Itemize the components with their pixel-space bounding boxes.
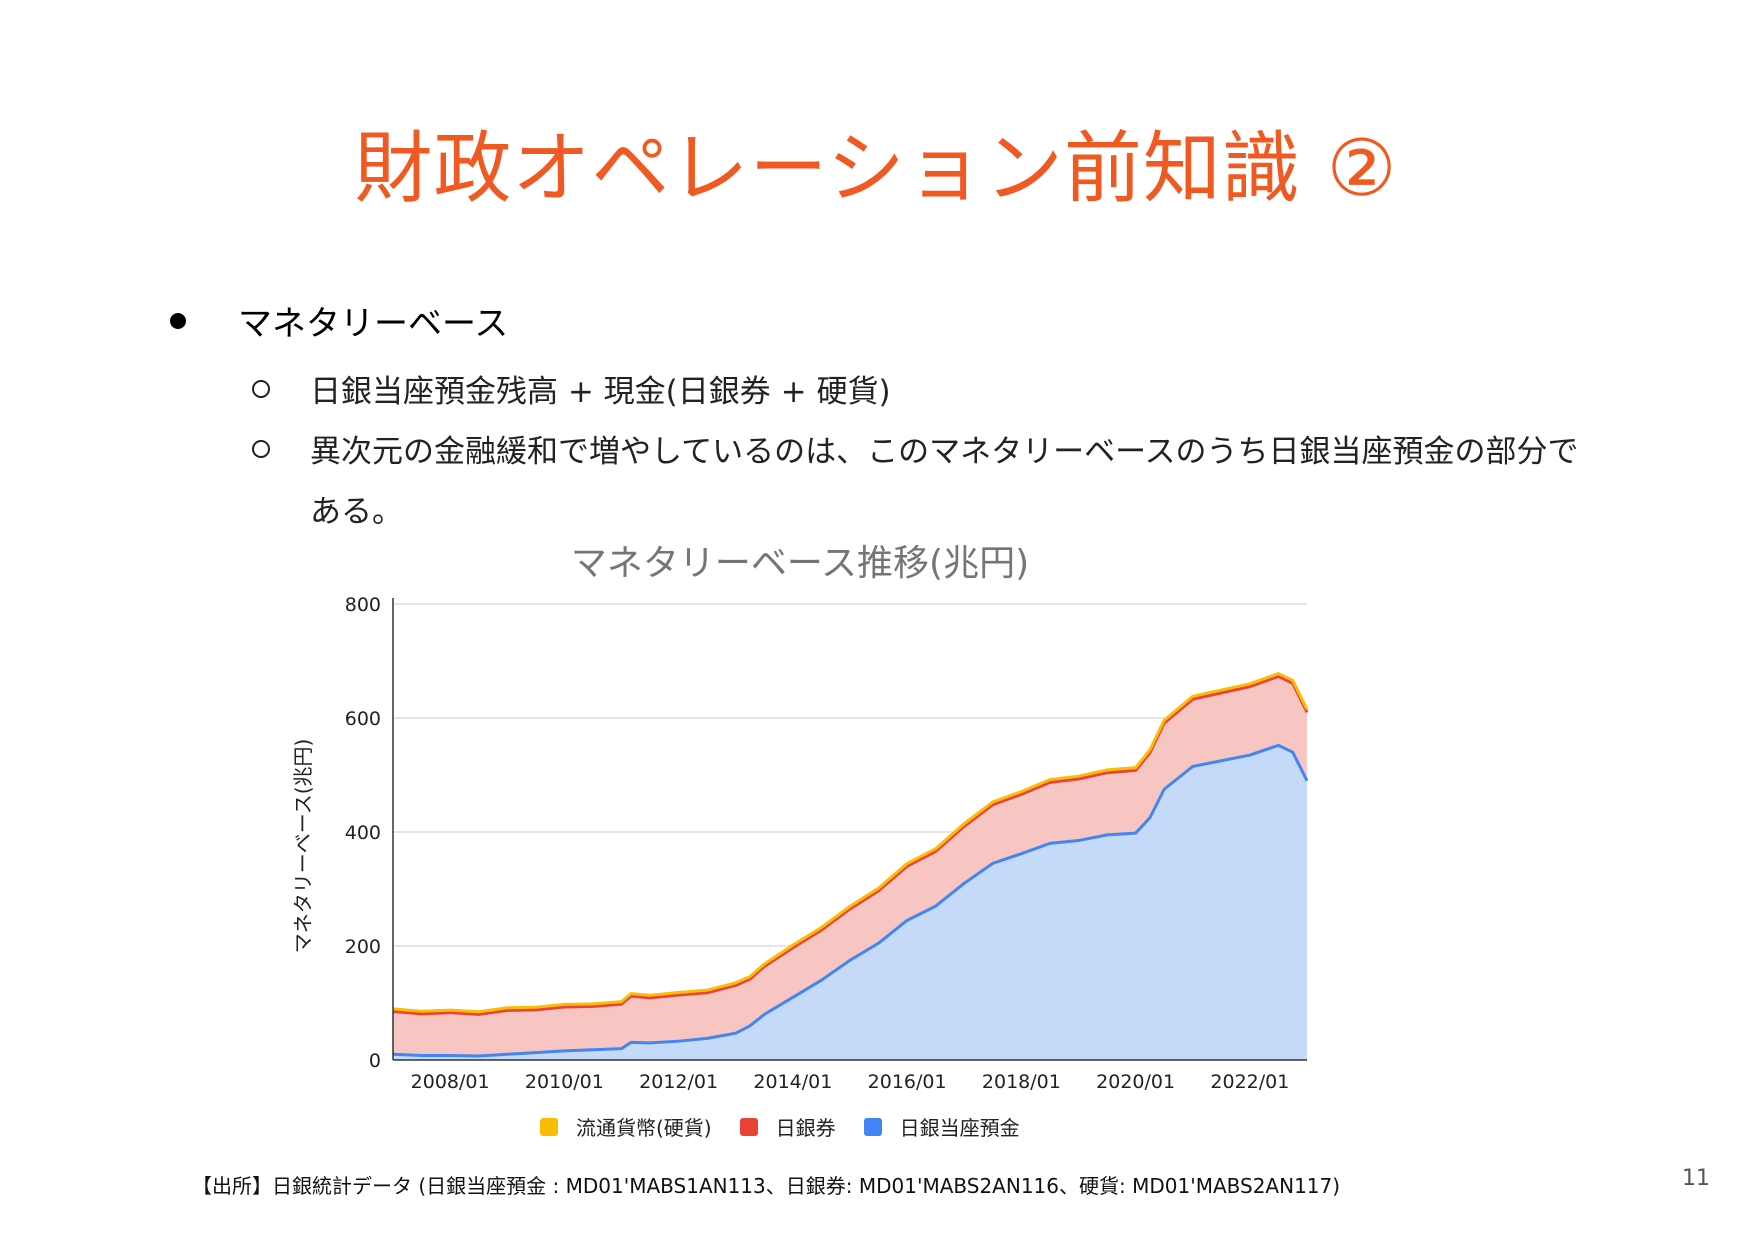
y-tick-label: 200	[345, 936, 381, 958]
bullet-circle-icon	[252, 439, 270, 458]
area-1	[393, 676, 1307, 1057]
legend-label: 日銀当座預金	[899, 1116, 1020, 1140]
slide-title: 財政オペレーション前知識 ②	[354, 124, 1398, 214]
x-tick-label: 2018/01	[982, 1071, 1061, 1093]
sub-bullet-2-text: 異次元の金融緩和で増やしているのは、このマネタリーベースのうち日銀当座預金の部分…	[310, 434, 1579, 470]
chart-title: マネタリーベース推移(兆円)	[570, 543, 1030, 584]
x-tick-label: 2022/01	[1210, 1071, 1289, 1093]
chart-tick-labels: 0 200 400 600 800 2008/01 2010/01 2012/01 2014/0…	[345, 594, 1290, 1093]
legend-label: 流通貨幣(硬貨)	[576, 1116, 712, 1140]
chart-legend: 流通貨幣(硬貨) 日銀券 日銀当座預金	[540, 1112, 1020, 1141]
area-2	[393, 745, 1307, 1060]
legend-item-coins: 流通貨幣(硬貨)	[540, 1112, 712, 1141]
page-number: 11	[1682, 1166, 1710, 1191]
x-tick-label: 2008/01	[411, 1071, 490, 1093]
sub-bullet-2: 異次元の金融緩和で増やしているのは、このマネタリーベースのうち日銀当座預金の部分…	[252, 426, 1579, 471]
bullet-text: マネタリーベース	[238, 304, 509, 344]
series-line-0	[392, 672, 1309, 1014]
y-tick-label: 600	[345, 708, 381, 730]
legend-item-current-account: 日銀当座預金	[863, 1112, 1020, 1141]
legend-label: 日銀券	[775, 1116, 836, 1140]
x-tick-label: 2012/01	[639, 1071, 718, 1093]
legend-swatch	[540, 1117, 558, 1136]
sub-bullet-1-text: 日銀当座預金残高 + 現金(日銀券 + 硬貨)	[310, 374, 891, 410]
bullet-circle-icon	[252, 379, 270, 398]
y-axis-label: マネタリーベース(兆円)	[291, 739, 315, 954]
x-tick-label: 2016/01	[868, 1071, 947, 1093]
legend-swatch	[863, 1117, 882, 1136]
legend-item-banknotes: 日銀券	[739, 1112, 836, 1141]
source-note: 【出所】日銀統計データ (日銀当座預金 : MD01'MABS1AN113、日銀…	[192, 1174, 1341, 1198]
bullet-dot-icon	[170, 312, 186, 329]
legend-swatch	[739, 1117, 758, 1136]
x-tick-label: 2010/01	[525, 1071, 604, 1093]
sub-bullet-1: 日銀当座預金残高 + 現金(日銀券 + 硬貨)	[252, 366, 891, 411]
y-tick-label: 400	[345, 822, 381, 844]
y-tick-label: 0	[369, 1050, 381, 1072]
chart-axes	[392, 598, 1307, 1061]
x-tick-label: 2020/01	[1096, 1071, 1175, 1093]
series-line-2	[392, 743, 1309, 1058]
sub-bullet-2-continuation: ある。	[310, 494, 403, 530]
x-tick-label: 2014/01	[753, 1071, 832, 1093]
bullet-monetary-base: マネタリーベース	[170, 296, 508, 345]
y-tick-label: 800	[345, 594, 381, 616]
chart-areas	[392, 672, 1309, 1060]
